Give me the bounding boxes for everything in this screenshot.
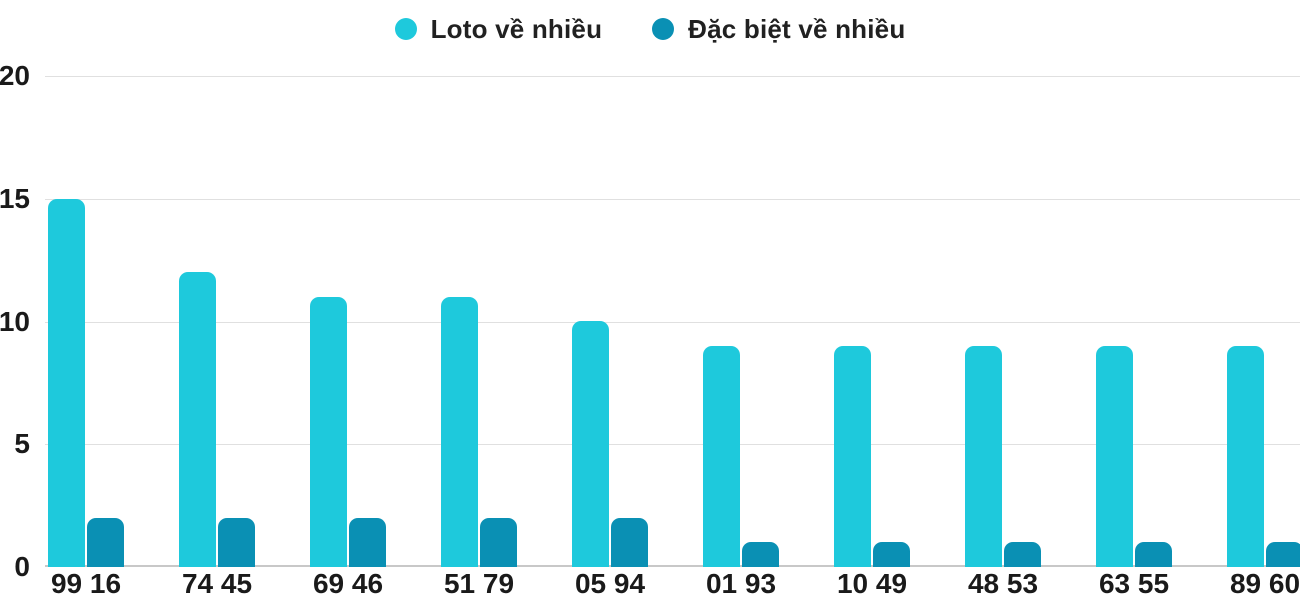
chart-legend: Loto về nhiều Đặc biệt về nhiều — [0, 8, 1300, 50]
x-axis: 99 16 74 45 69 46 51 79 05 94 01 93 10 49 48 53… — [0, 570, 1300, 600]
x-tick-label-51-79: 51 79 — [443, 568, 515, 599]
x-tick-label-74-45: 74 45 — [181, 568, 253, 599]
y-tick-label-0: 0 — [14, 551, 30, 582]
gridline-y-15 — [45, 199, 1300, 200]
x-tick-label-10-49: 10 49 — [836, 568, 908, 599]
legend-label-dac-biet: Đặc biệt về nhiều — [688, 13, 906, 44]
bar-loto-05-94 — [572, 321, 609, 567]
y-tick-label-20: 20 — [0, 60, 30, 91]
bar-dac-biet-48-53 — [1004, 542, 1041, 567]
legend-item-loto-ve-nhieu[interactable]: Loto về nhiều — [394, 13, 603, 45]
bar-dac-biet-01-93 — [742, 542, 779, 567]
gridline-y-0 — [45, 565, 1300, 567]
x-tick-label-48-53: 48 53 — [967, 568, 1039, 599]
legend-swatch-loto-icon — [394, 18, 417, 40]
bar-loto-48-53 — [965, 346, 1002, 567]
y-tick-label-5: 5 — [14, 428, 30, 460]
y-tick-label-10: 10 — [0, 305, 30, 337]
legend-label-loto: Loto về nhiều — [430, 13, 603, 44]
bar-dac-biet-69-46 — [349, 518, 386, 567]
x-tick-label-63-55: 63 55 — [1098, 568, 1170, 599]
bar-loto-74-45 — [179, 272, 216, 567]
legend-swatch-dac-biet-icon — [652, 18, 675, 40]
gridline-y-5 — [45, 444, 1300, 445]
bar-dac-biet-89-60 — [1266, 542, 1300, 567]
bar-dac-biet-51-79 — [480, 518, 517, 567]
bar-dac-biet-74-45 — [218, 518, 255, 567]
bar-loto-01-93 — [703, 346, 740, 567]
y-axis: 20 15 10 5 0 — [0, 0, 30, 600]
bar-dac-biet-10-49 — [873, 542, 910, 567]
y-tick-label-15: 15 — [0, 182, 30, 214]
bar-loto-51-79 — [441, 297, 478, 567]
legend-item-dac-biet-ve-nhieu[interactable]: Đặc biệt về nhiều — [652, 14, 905, 45]
x-tick-label-89-60: 89 60 — [1229, 568, 1300, 599]
bar-dac-biet-05-94 — [611, 518, 648, 567]
bar-dac-biet-63-55 — [1135, 542, 1172, 567]
x-tick-label-99-16: 99 16 — [50, 568, 122, 599]
bar-loto-89-60 — [1227, 346, 1264, 567]
x-tick-label-05-94: 05 94 — [574, 568, 646, 599]
bar-loto-69-46 — [310, 297, 347, 567]
x-tick-label-69-46: 69 46 — [312, 568, 384, 599]
bar-dac-biet-99-16 — [87, 518, 124, 567]
plot-area — [45, 76, 1300, 567]
bar-loto-99-16 — [48, 199, 85, 567]
gridline-y-10 — [45, 322, 1300, 323]
gridline-y-20 — [45, 76, 1300, 77]
x-tick-label-01-93: 01 93 — [705, 568, 777, 599]
bar-loto-10-49 — [834, 346, 871, 567]
bar-loto-63-55 — [1096, 346, 1133, 567]
